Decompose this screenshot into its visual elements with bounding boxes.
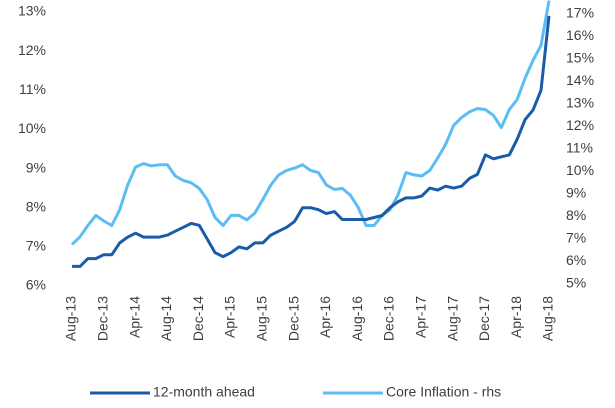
x-tick-label: Aug-17 bbox=[444, 296, 460, 341]
series-line bbox=[70, 0, 551, 246]
legend-label: 12-month ahead bbox=[153, 384, 255, 400]
y2-tick-label: 6% bbox=[566, 252, 586, 268]
y2-tick-label: 13% bbox=[566, 95, 594, 111]
x-tick-label: Apr-16 bbox=[317, 296, 333, 338]
y-tick-label: 13% bbox=[18, 3, 46, 19]
x-tick-label: Dec-14 bbox=[190, 296, 206, 341]
x-tick-label: Aug-13 bbox=[63, 296, 79, 341]
y-tick-label: 6% bbox=[26, 277, 46, 293]
x-tick-label: Dec-16 bbox=[381, 296, 397, 341]
series-line bbox=[72, 15, 551, 268]
x-tick-label: Apr-17 bbox=[413, 296, 429, 338]
y2-tick-label: 11% bbox=[566, 140, 593, 156]
y2-tick-label: 12% bbox=[566, 117, 594, 133]
y2-tick-label: 9% bbox=[566, 185, 586, 201]
y-tick-label: 9% bbox=[26, 159, 46, 175]
x-tick-label: Aug-14 bbox=[158, 296, 174, 341]
x-tick-label: Aug-15 bbox=[254, 296, 270, 341]
legend-label: Core Inflation - rhs bbox=[386, 384, 501, 400]
x-tick-label: Apr-14 bbox=[126, 296, 142, 338]
y2-tick-label: 15% bbox=[566, 50, 594, 66]
y2-tick-label: 8% bbox=[566, 207, 586, 223]
y-tick-label: 12% bbox=[18, 42, 46, 58]
y-tick-label: 8% bbox=[26, 198, 46, 214]
y-tick-label: 11% bbox=[19, 81, 46, 97]
y-tick-label: 10% bbox=[18, 120, 46, 136]
x-tick-label: Apr-18 bbox=[508, 296, 524, 338]
x-tick-label: Dec-15 bbox=[285, 296, 301, 341]
y2-tick-label: 5% bbox=[566, 275, 586, 291]
y2-tick-label: 17% bbox=[566, 5, 594, 21]
y-tick-label: 7% bbox=[26, 238, 46, 254]
x-tick-label: Dec-17 bbox=[476, 296, 492, 341]
x-tick-label: Apr-15 bbox=[222, 296, 238, 338]
x-tick-label: Aug-18 bbox=[540, 296, 556, 341]
y2-tick-label: 7% bbox=[566, 230, 586, 246]
y2-tick-label: 14% bbox=[566, 72, 594, 88]
x-tick-label: Dec-13 bbox=[95, 296, 111, 341]
x-tick-label: Aug-16 bbox=[349, 296, 365, 341]
y2-tick-label: 10% bbox=[566, 162, 594, 178]
y2-tick-label: 16% bbox=[566, 27, 594, 43]
